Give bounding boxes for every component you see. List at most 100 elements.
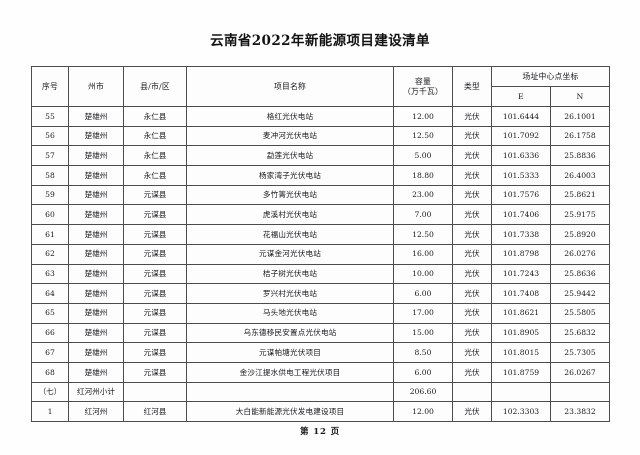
page-title: 云南省2022年新能源项目建设清单: [210, 33, 430, 49]
cell-capacity: 12.00: [393, 401, 453, 422]
table-row: 55 楚雄州 永仁县 格红光伏电站 12.00 光伏 101.6444 26.1…: [31, 106, 610, 127]
table-row: 68 楚雄州 元谋县 金沙江提水供电工程光伏项目 6.00 光伏 101.875…: [31, 361, 610, 383]
cell-coordinate-north: 26.4003: [550, 165, 610, 186]
cell-subtotal-seq: （七）: [31, 381, 69, 403]
cell-seq: 67: [31, 342, 69, 363]
cell-county: 元谋县: [123, 184, 187, 206]
cell-coordinate-north: 25.8920: [550, 224, 610, 245]
cell-project-name: 罗兴村光伏电站: [186, 283, 394, 304]
cell-coordinate-east: 101.7408: [491, 283, 551, 304]
cell-coordinate-north: 26.1758: [550, 125, 610, 147]
table-row: 65 楚雄州 元谋县 马头地光伏电站 17.00 光伏 101.8621 25.…: [31, 302, 610, 324]
cell-coordinate-north: 25.7305: [550, 342, 610, 363]
cell-coordinate-north: 25.8621: [550, 184, 610, 206]
cell-project-name: 金沙江提水供电工程光伏项目: [186, 361, 394, 383]
column-header-prefecture: 州市: [68, 66, 124, 107]
cell-project-name: 花福山光伏电站: [186, 224, 394, 245]
cell-capacity: 23.00: [393, 184, 453, 206]
table-row: 60 楚雄州 元谋县 虎溪村光伏电站 7.00 光伏 101.7406 25.9…: [31, 204, 610, 226]
cell-county: 永仁县: [123, 125, 187, 147]
table-row: 63 楚雄州 元谋县 桔子树光伏电站 10.00 光伏 101.7243 25.…: [31, 263, 610, 285]
cell-county: 元谋县: [123, 224, 187, 245]
cell-seq: 59: [31, 184, 69, 206]
cell-coordinate-north: 25.8836: [550, 145, 610, 167]
column-header-coordinate-east: E: [491, 86, 551, 107]
column-header-county: 县/市/区: [123, 66, 187, 107]
cell-type: 光伏: [452, 106, 492, 127]
cell-coordinate-north: 26.1001: [550, 106, 610, 127]
cell-coordinate-east: 102.3303: [491, 401, 551, 422]
cell-prefecture: 楚雄州: [68, 165, 124, 186]
cell-seq: 68: [31, 361, 69, 383]
cell-project-name: 虎溪村光伏电站: [186, 204, 394, 226]
cell-coordinate-north: 25.8636: [550, 263, 610, 285]
cell-subtotal-label: 红河州小计: [68, 381, 124, 403]
cell-seq: 55: [31, 106, 69, 127]
cell-capacity: 18.80: [393, 165, 453, 186]
cell-subtotal-coordinate-east: [491, 381, 551, 403]
cell-type: 光伏: [452, 302, 492, 324]
cell-coordinate-north: 25.6832: [550, 322, 610, 344]
cell-prefecture: 楚雄州: [68, 342, 124, 363]
cell-subtotal-county: [123, 381, 187, 403]
cell-coordinate-east: 101.7576: [491, 184, 551, 206]
cell-coordinate-east: 101.7243: [491, 263, 551, 285]
table-body: 55 楚雄州 永仁县 格红光伏电站 12.00 光伏 101.6444 26.1…: [31, 106, 610, 422]
cell-coordinate-east: 101.8798: [491, 243, 551, 265]
cell-seq: 66: [31, 322, 69, 344]
table-row: 64 楚雄州 元谋县 罗兴村光伏电站 6.00 光伏 101.7408 25.9…: [31, 283, 610, 304]
cell-seq: 60: [31, 204, 69, 226]
cell-project-name: 大白能新能源光伏发电建设项目: [186, 401, 394, 422]
cell-type: 光伏: [452, 342, 492, 363]
table-header-row-main: 序号 州市 县/市/区 项目名称 容量 （万千瓦） 类型 场址中心点坐标: [31, 66, 610, 107]
cell-coordinate-east: 101.7406: [491, 204, 551, 226]
cell-capacity: 10.00: [393, 263, 453, 285]
cell-capacity: 16.00: [393, 243, 453, 265]
column-header-project-name: 项目名称: [186, 66, 394, 107]
cell-coordinate-north: 25.9442: [550, 283, 610, 304]
cell-seq: 57: [31, 145, 69, 167]
cell-prefecture: 楚雄州: [68, 243, 124, 265]
column-header-capacity-line1: 容量: [415, 76, 431, 86]
cell-county: 元谋县: [123, 342, 187, 363]
project-listing-table: 序号 州市 县/市/区 项目名称 容量 （万千瓦） 类型 场址中心点坐标 E N: [31, 66, 610, 422]
cell-type: 光伏: [452, 361, 492, 383]
cell-seq: 61: [31, 224, 69, 245]
cell-capacity: 8.50: [393, 342, 453, 363]
cell-county: 元谋县: [123, 243, 187, 265]
cell-county: 元谋县: [123, 361, 187, 383]
cell-project-name: 马头地光伏电站: [186, 302, 394, 324]
table-subtotal-row: （七） 红河州小计 206.60: [31, 381, 610, 403]
cell-prefecture: 楚雄州: [68, 361, 124, 383]
cell-project-name: 桔子树光伏电站: [186, 263, 394, 285]
cell-type: 光伏: [452, 263, 492, 285]
table-row: 1 红河州 红河县 大白能新能源光伏发电建设项目 12.00 光伏 102.33…: [31, 401, 610, 422]
column-header-capacity: 容量 （万千瓦）: [393, 66, 453, 107]
cell-subtotal-project-name: [186, 381, 394, 403]
cell-project-name: 乌东德移民安置点光伏电站: [186, 322, 394, 344]
cell-project-name: 多竹箐光伏电站: [186, 184, 394, 206]
cell-capacity: 6.00: [393, 283, 453, 304]
cell-subtotal-coordinate-north: [550, 381, 610, 403]
cell-coordinate-north: 25.9175: [550, 204, 610, 226]
cell-coordinate-north: 25.5805: [550, 302, 610, 324]
cell-type: 光伏: [452, 125, 492, 147]
cell-coordinate-east: 101.7338: [491, 224, 551, 245]
cell-seq: 65: [31, 302, 69, 324]
cell-county: 元谋县: [123, 204, 187, 226]
cell-coordinate-east: 101.8621: [491, 302, 551, 324]
cell-type: 光伏: [452, 224, 492, 245]
table-row: 56 楚雄州 永仁县 麦冲河光伏电站 12.50 光伏 101.7092 26.…: [31, 125, 610, 147]
cell-coordinate-north: 26.0276: [550, 243, 610, 265]
cell-type: 光伏: [452, 165, 492, 186]
cell-county: 永仁县: [123, 145, 187, 167]
cell-coordinate-east: 101.5333: [491, 165, 551, 186]
cell-county: 元谋县: [123, 263, 187, 285]
table-row: 67 楚雄州 元谋县 元谋帕塘光伏项目 8.50 光伏 101.8015 25.…: [31, 342, 610, 363]
cell-prefecture: 楚雄州: [68, 302, 124, 324]
table-row: 57 楚雄州 永仁县 勐莲光伏电站 5.00 光伏 101.6336 25.88…: [31, 145, 610, 167]
table-row: 58 楚雄州 永仁县 杨家湾子光伏电站 18.80 光伏 101.5333 26…: [31, 165, 610, 186]
column-header-capacity-line2: （万千瓦）: [403, 86, 443, 96]
cell-project-name: 勐莲光伏电站: [186, 145, 394, 167]
